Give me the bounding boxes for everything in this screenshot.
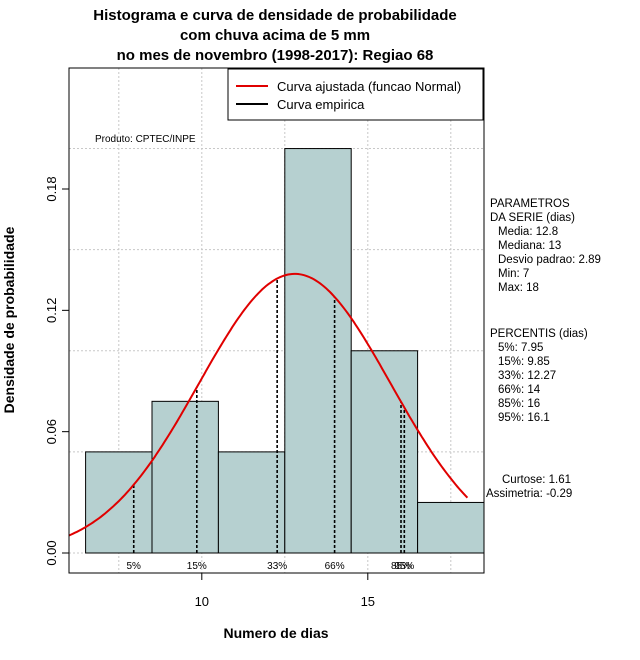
percentile-label: 95% xyxy=(394,561,414,572)
plot-frame xyxy=(68,67,485,574)
parameter-mediana: Mediana: 13 xyxy=(498,240,561,252)
percentile-markers: 5% 15% 33% 66% 85%95% xyxy=(127,278,414,572)
y-tick-label: 0.12 xyxy=(44,298,59,323)
percentis-heading: PERCENTIS (dias) xyxy=(490,328,588,340)
parameters-heading-2: DA SERIE (dias) xyxy=(490,212,575,224)
percentil-15: 15%: 9.85 xyxy=(498,356,550,368)
legend-label-fitted: Curva ajustada (funcao Normal) xyxy=(277,79,461,94)
chart-title-line-3: no mes de novembro (1998-2017): Regiao 6… xyxy=(117,47,434,64)
y-tick-label: 0.18 xyxy=(44,176,59,201)
fitted-curve-layer xyxy=(68,272,469,537)
percentil-66: 66%: 14 xyxy=(498,384,541,396)
parameter-max: Max: 18 xyxy=(498,282,539,294)
percentile-label: 33% xyxy=(267,561,287,572)
histogram-bar xyxy=(417,501,485,554)
histogram-bar xyxy=(284,148,352,554)
axes: 0.00 0.06 0.12 0.18 10 15 xyxy=(44,176,375,609)
parameters-panel: PARAMETROS DA SERIE (dias) Media: 12.8 M… xyxy=(490,198,601,294)
chart-title-line-2: com chuva acima de 5 mm xyxy=(180,27,370,44)
y-tick-label: 0.00 xyxy=(44,540,59,565)
parameter-desvio: Desvio padrao: 2.89 xyxy=(498,254,601,266)
x-tick-label: 10 xyxy=(195,594,209,609)
chart-title-line-1: Histograma e curva de densidade de proba… xyxy=(93,7,456,24)
histogram-bar xyxy=(350,350,419,554)
percentile-label: 5% xyxy=(127,561,142,572)
percentile-label: 66% xyxy=(325,561,345,572)
percentil-85: 85%: 16 xyxy=(498,398,540,410)
fitted-normal-curve xyxy=(68,272,469,537)
curtose-label: Curtose: 1.61 xyxy=(502,474,571,486)
product-annotation: Produto: CPTEC/INPE xyxy=(95,134,196,145)
percentile-label: 15% xyxy=(187,561,207,572)
y-axis-title: Densidade de probabilidade xyxy=(1,226,17,413)
histogram-bar xyxy=(217,451,286,554)
assimetria-label: Assimetria: -0.29 xyxy=(486,488,572,500)
percentil-95: 95%: 16.1 xyxy=(498,412,550,424)
percentil-33: 33%: 12.27 xyxy=(498,370,556,382)
parameter-media: Media: 12.8 xyxy=(498,226,558,238)
histogram-bars xyxy=(85,148,485,554)
parameter-min: Min: 7 xyxy=(498,268,529,280)
parameters-heading-1: PARAMETROS xyxy=(490,198,570,210)
percentis-panel: PERCENTIS (dias) 5%: 7.95 15%: 9.85 33%:… xyxy=(490,328,588,424)
percentile-label: 85% xyxy=(391,561,411,572)
legend-label-empirical: Curva empirica xyxy=(277,97,365,112)
x-tick-label: 15 xyxy=(361,594,375,609)
y-tick-label: 0.06 xyxy=(44,419,59,444)
percentil-5: 5%: 7.95 xyxy=(498,342,543,354)
histogram-bar xyxy=(151,400,219,554)
x-axis-title: Numero de dias xyxy=(223,625,328,641)
legend: Curva ajustada (funcao Normal) Curva emp… xyxy=(227,68,484,121)
legend-box xyxy=(227,68,484,121)
